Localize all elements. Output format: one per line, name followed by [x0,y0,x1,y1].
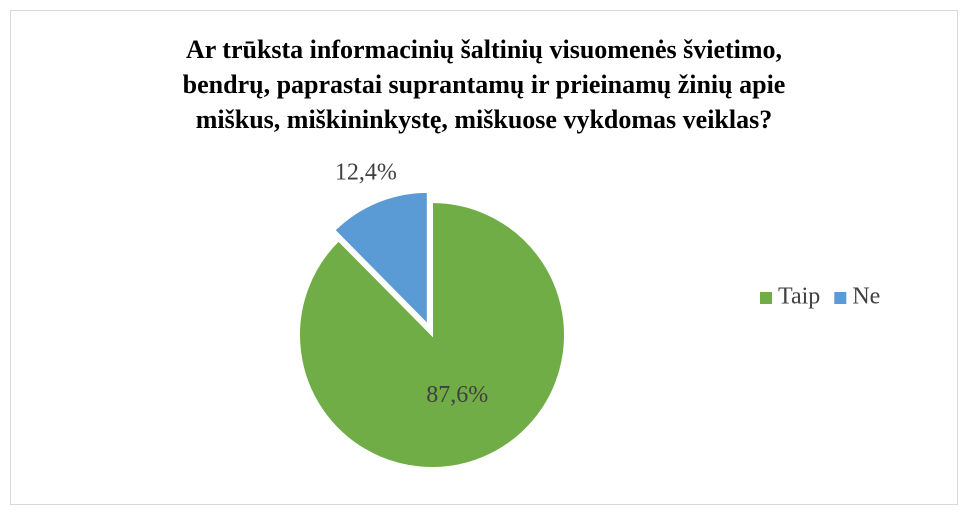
chart-title: bendrų, paprastai suprantamų ir prieinam… [183,70,786,99]
pie-slice [332,190,429,328]
legend-label: Ne [852,284,880,310]
data-label: 87,6% [426,382,488,408]
legend-label: Taip [778,284,820,310]
legend-swatch [834,292,847,304]
chart-title: miškus, miškininkystę, miškuose vykdomas… [196,105,772,134]
legend-swatch [760,292,772,304]
pie-slice [298,200,566,469]
data-label: 12,4% [335,160,397,186]
chart-title: Ar trūksta informacinių šaltinių visuome… [186,35,782,64]
